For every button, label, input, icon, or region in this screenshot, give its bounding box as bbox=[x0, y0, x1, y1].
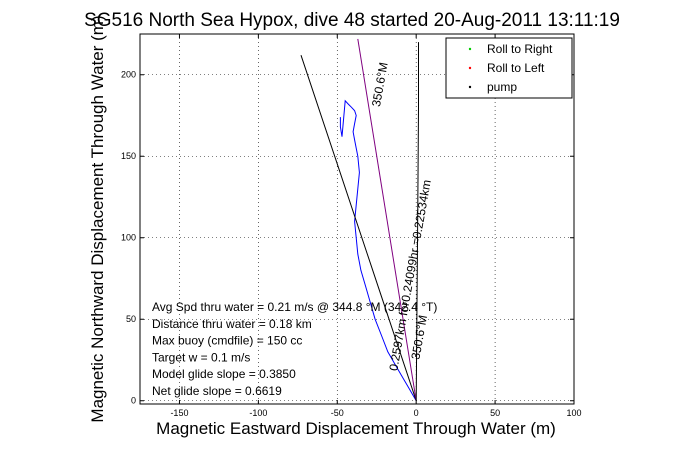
chart-title: SG516 North Sea Hypox, dive 48 started 2… bbox=[84, 10, 620, 31]
legend-label: Roll to Left bbox=[487, 61, 545, 75]
stat-line: Target w = 0.1 m/s bbox=[152, 350, 250, 364]
stat-line: Distance thru water = 0.18 km bbox=[152, 317, 312, 331]
series-line-3 bbox=[415, 42, 419, 401]
legend-marker bbox=[468, 85, 472, 89]
ticks: -150 -100 -50 0 50 100 0 50 100 150 200 bbox=[121, 34, 582, 418]
plot-frame bbox=[139, 33, 575, 405]
x-tick-label: 100 bbox=[566, 408, 581, 418]
stat-line: Net glide slope = 0.6619 bbox=[152, 384, 282, 398]
x-tick-label: 50 bbox=[490, 408, 500, 418]
stat-line: Avg Spd thru water = 0.21 m/s @ 344.8 °M… bbox=[152, 300, 437, 314]
x-tick-label: -150 bbox=[170, 408, 188, 418]
x-tick-label: -100 bbox=[249, 408, 267, 418]
series-line-1 bbox=[300, 55, 417, 401]
y-axis-label: Magnetic Northward Displacement Through … bbox=[88, 15, 107, 422]
legend-label: Roll to Right bbox=[487, 42, 553, 56]
series-line-2 bbox=[357, 38, 417, 401]
series-group bbox=[300, 38, 419, 401]
y-tick-label: 200 bbox=[121, 70, 136, 80]
stat-line: Max buoy (cmdfile) = 150 cc bbox=[152, 334, 302, 348]
legend-marker bbox=[468, 47, 472, 51]
x-tick-label: 0 bbox=[414, 408, 419, 418]
series-line-0 bbox=[339, 99, 417, 401]
stats-block: Avg Spd thru water = 0.21 m/s @ 344.8 °M… bbox=[152, 300, 437, 398]
legend-box bbox=[445, 37, 573, 99]
legend-marker bbox=[468, 66, 472, 70]
legend: Roll to Right Roll to Left pump bbox=[445, 37, 573, 99]
x-tick-label: -50 bbox=[331, 408, 344, 418]
legend-label: pump bbox=[487, 80, 517, 94]
x-axis-label: Magnetic Eastward Displacement Through W… bbox=[156, 419, 556, 438]
y-tick-label: 150 bbox=[121, 151, 136, 161]
stat-line: Model glide slope = 0.3850 bbox=[152, 367, 296, 381]
y-tick-label: 50 bbox=[126, 314, 136, 324]
y-tick-label: 100 bbox=[121, 233, 136, 243]
y-tick-label: 0 bbox=[131, 396, 136, 406]
